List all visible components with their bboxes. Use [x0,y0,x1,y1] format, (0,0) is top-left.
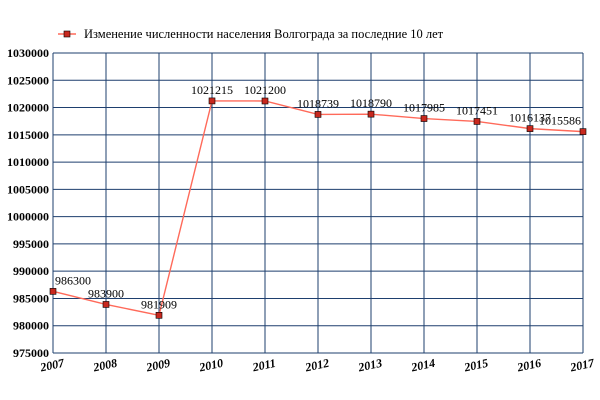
data-point-marker [526,125,534,132]
x-tick-label: 2007 [38,356,66,375]
data-label: 1017985 [403,101,445,115]
x-tick-label: 2011 [250,356,277,375]
x-tick-label: 2013 [356,356,383,375]
y-tick-label: 1015000 [7,128,49,142]
grid [52,52,584,354]
y-tick-label: 1005000 [7,182,49,196]
y-tick-label: 1030000 [7,46,49,60]
legend-marker-swatch [63,30,71,38]
data-point-markers [49,97,587,319]
data-point-marker [102,301,110,308]
data-label: 1021215 [191,83,233,97]
data-point-marker [261,97,269,105]
x-tick-label: 2010 [197,356,224,375]
y-tick-label: 985000 [13,291,49,305]
x-tick-label: 2012 [303,356,330,375]
data-point-marker [49,288,57,295]
y-tick-label: 1010000 [7,155,49,169]
data-label: 1018790 [350,96,392,110]
legend: Изменение численности населения Волгогра… [58,27,444,41]
y-tick-label: 995000 [13,237,49,251]
legend-entry-label: Изменение численности населения Волгогра… [84,27,444,41]
x-tick-label: 2016 [515,356,542,375]
data-label: 983900 [88,286,124,300]
y-tick-label: 1020000 [7,101,49,115]
y-tick-label: 1000000 [7,210,49,224]
y-tick-label: 980000 [13,319,49,333]
data-label: 1018739 [297,96,339,110]
x-tick-label: 2008 [91,356,118,375]
data-label: 986300 [55,273,91,287]
x-tick-label: 2017 [568,356,596,375]
x-tick-label: 2009 [144,356,171,375]
y-tick-label: 975000 [13,346,49,360]
y-axis-tick-labels: 975000 980000 985000 990000 995000 1000000 100… [7,46,49,360]
y-tick-label: 990000 [13,264,49,278]
data-point-marker [314,111,322,118]
x-axis-tick-labels: 2007 2008 2009 2010 2011 2012 2013 2014 2015 2016… [38,356,596,375]
data-point-marker [473,118,481,125]
x-tick-label: 2014 [409,356,436,375]
data-label: 1021200 [244,83,286,97]
data-label: 1017451 [456,103,498,117]
x-tick-label: 2015 [462,356,489,375]
data-label: 1016137 [509,111,551,125]
data-point-marker [155,312,163,319]
data-label: 1015586 [539,114,581,128]
data-label: 981909 [141,297,177,311]
data-point-marker [367,110,375,118]
y-tick-label: 1025000 [7,73,49,87]
data-point-marker [579,128,587,135]
data-point-marker [208,97,216,105]
data-point-marker [420,115,428,122]
